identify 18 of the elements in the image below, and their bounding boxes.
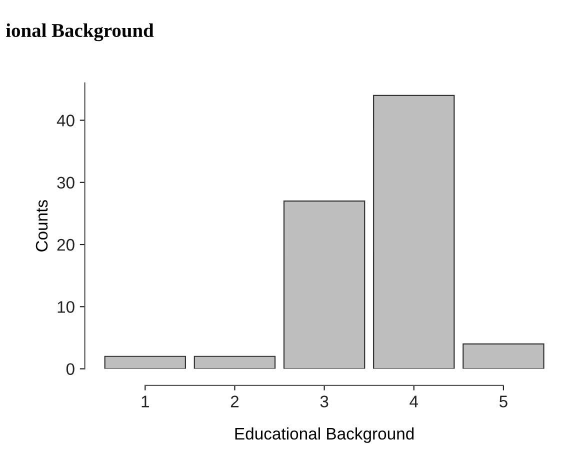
x-tick-label: 5 — [499, 396, 508, 408]
bar — [104, 356, 186, 369]
bar — [194, 356, 276, 369]
y-tick-label: 0 — [66, 363, 74, 376]
y-tick-label: 10 — [58, 301, 74, 313]
x-axis-title: Educational Background — [235, 427, 414, 443]
y-axis-title: Counts — [36, 200, 48, 252]
bar — [373, 94, 455, 369]
x-tick-label: 1 — [142, 396, 149, 408]
x-tick-label: 2 — [230, 396, 239, 408]
x-tick-label: 4 — [410, 396, 418, 408]
y-tick-label: 40 — [56, 114, 74, 126]
y-tick-label: 30 — [57, 176, 74, 189]
chart-title: ional Background — [6, 23, 154, 42]
bar — [283, 200, 366, 369]
y-tick-label: 20 — [57, 238, 74, 251]
bar — [462, 343, 544, 369]
x-tick-label: 3 — [320, 396, 328, 408]
